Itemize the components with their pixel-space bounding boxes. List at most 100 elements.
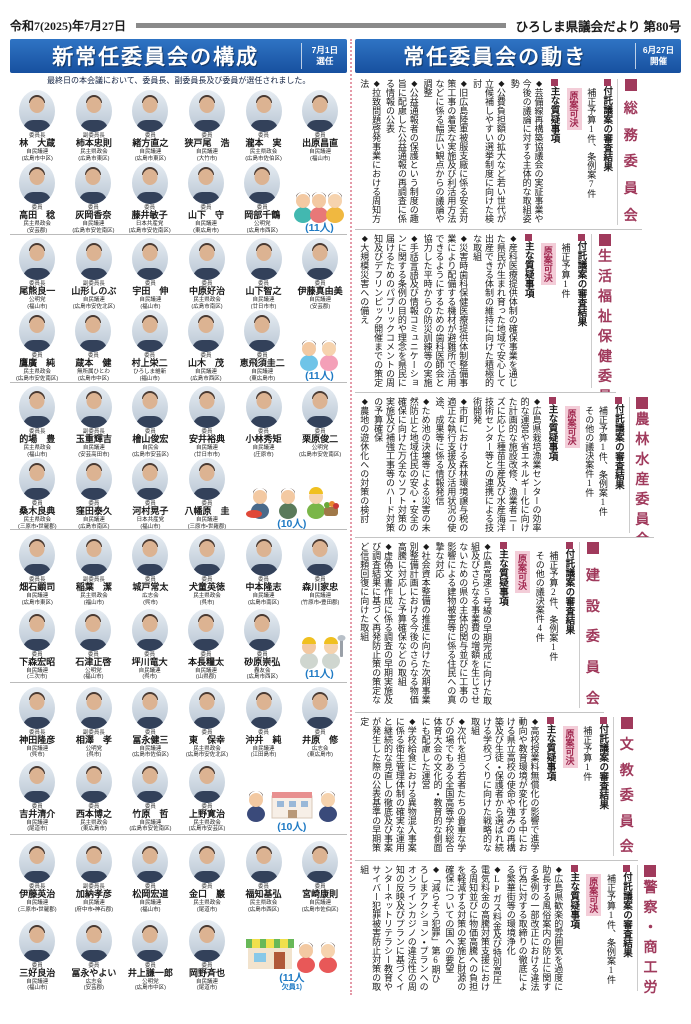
- member-name: 尾熊良一: [19, 286, 56, 297]
- member-head: [86, 926, 102, 943]
- question-item: ◆産科医療提供体制の確保事業を通じた県民が生まれ育った地域で安心して出産できる体…: [470, 234, 518, 388]
- diamond-bullet-icon: ◆: [421, 542, 431, 551]
- member-party: ひろしま維新: [133, 369, 167, 376]
- member-card: 委員 小林秀矩 自民議連 (庄原市): [236, 386, 291, 458]
- question-item: ◆芸備線再構築協議会の実証事業や今後の議論に対する主体的な取組姿勢: [508, 79, 544, 225]
- member-head: [29, 317, 45, 334]
- member-suit: [23, 790, 52, 803]
- member-party: 自民議連: [82, 296, 105, 303]
- member-party: 自民議連: [26, 900, 49, 907]
- member-card: 委員 中原好治 民主県政会 (広島市南区): [180, 238, 235, 310]
- member-photo: [75, 760, 112, 803]
- member-party: 自民議連: [309, 296, 332, 303]
- member-party: 自民議連: [194, 369, 217, 376]
- question-item: ◆広島県栽培漁業センターの効率的な運営や省エネルギー化に向けた計画的な施設改修、…: [470, 397, 541, 533]
- member-head: [312, 393, 328, 409]
- committee-name-title: 総務委員会: [617, 79, 641, 225]
- member-photo: [245, 90, 282, 132]
- member-name: 安井裕典: [188, 434, 225, 445]
- member-head: [142, 169, 158, 186]
- verdict-wrap: 原案可決: [563, 397, 581, 533]
- member-row: 委員長 神田隆彦 自民議連 (呉市) 副委員長 相澤 孝公明党 (呉市) 委員 冨永健三 自民議連…: [10, 686, 347, 759]
- member-card: 委員 蔵本 健無所属ひとわ (広島市中区): [66, 310, 120, 382]
- member-suit: [79, 488, 108, 501]
- member-head: [256, 541, 272, 558]
- member-photo: [245, 386, 282, 428]
- member-role: 副委員長: [82, 133, 105, 139]
- member-party: 自民会: [142, 444, 159, 451]
- member-district: (東広島市): [193, 227, 219, 234]
- member-photo: [132, 919, 169, 962]
- questions-header-label: 主な質疑事項: [497, 549, 509, 606]
- member-role: 委員: [258, 729, 270, 736]
- question-text: 公益通報者の保護という制度の趣旨に配慮した公益通報の再調査に係る情報の公表: [385, 79, 419, 223]
- member-head: [29, 97, 45, 113]
- section-square-icon: [549, 397, 557, 404]
- committee-block: 委員長 尾熊良一 公明党 (福山市) 副委員長 山形しのぶ 自民議連 (広島市安佐北区) 委員宇…: [10, 235, 348, 383]
- committee-name-char: 務: [623, 126, 638, 143]
- committee-block: 委員長林 大蔵 自民議連 (広島市中区) 副委員長 柿本忠則 民主県政会 (広島市東区) 委員…: [10, 87, 348, 235]
- member-role: 委員: [31, 962, 43, 969]
- committee-name-char: 員: [619, 812, 634, 829]
- member-suit: [191, 192, 220, 205]
- member-district: (東広島市): [81, 826, 107, 833]
- question-text: 虚偽文書作成に係る調査の早期実施及び調査結果に基づく再発防止策の策定など信頼回復…: [359, 542, 394, 704]
- question-item: ◆ため池の決壊等による災害の未然防止と地域住民の安心・安全の確保に向けた万全なソ…: [371, 397, 431, 533]
- member-district: (呉市): [143, 599, 158, 606]
- member-role: 副委員長: [82, 729, 105, 736]
- member-head: [29, 848, 45, 865]
- section-square-icon: [603, 79, 611, 86]
- member-name: 神田隆彦: [19, 734, 56, 745]
- member-count: (11人: [279, 971, 305, 984]
- member-head: [86, 245, 102, 261]
- member-suit: [192, 871, 221, 884]
- member-head: [86, 465, 102, 482]
- member-card: 委員 西本博之 民主県政会 (東広島市): [67, 760, 122, 833]
- member-party: 自民議連: [26, 667, 49, 674]
- member-photo: [187, 162, 224, 205]
- committee-name-char: 産: [635, 471, 650, 487]
- member-photo: [131, 310, 168, 353]
- member-head: [142, 693, 158, 710]
- member-district: (東広島市): [249, 375, 276, 382]
- committee-name-char: 察: [643, 899, 658, 915]
- committee-report-band: 農林水産委員会付託議案の審査結果補正予算1件、条例案1件その他の議決案件1件原案…: [355, 393, 654, 538]
- member-role: 委員: [88, 803, 100, 810]
- member-suit: [79, 790, 108, 803]
- member-photo: [188, 458, 225, 501]
- section-square-icon: [547, 717, 555, 724]
- committee-name-char: 委: [635, 491, 650, 507]
- member-name: 瀧本 実: [245, 138, 282, 149]
- member-party: 民主県政会: [80, 819, 108, 826]
- member-card: 委員 上野寛治 民主県政会 (広島市安芸区): [180, 760, 235, 833]
- member-photo: [19, 162, 56, 205]
- member-party: 日本共産党: [135, 221, 164, 228]
- member-role: 委員: [256, 353, 268, 360]
- composition-subtitle: 最終日の本会議において、委員長、副委員長及び委員が選任されました。: [47, 76, 311, 85]
- member-head: [254, 317, 270, 334]
- committee-blocks: 委員長林 大蔵 自民議連 (広島市中区) 副委員長 柿本忠則 民主県政会 (広島市東区) 委員…: [10, 87, 348, 995]
- member-party: 自民議連: [309, 593, 332, 600]
- question-item: ◆虚偽文書作成に係る調査の早期実施及び調査結果に基づく再発防止策の策定など信頼回…: [357, 542, 393, 708]
- member-photo: [19, 458, 56, 501]
- diamond-bullet-icon: ◆: [554, 865, 564, 874]
- questions-header: 主な質疑事項: [543, 717, 557, 856]
- referral-result-line: 補正予算1件、条例案7件: [586, 88, 597, 198]
- member-card: 委員 宇田 伸自民議連 (福山市): [123, 238, 178, 310]
- member-role: 委員長: [29, 133, 46, 139]
- committee-name-title: 建設委員会: [579, 542, 603, 708]
- member-district: (広島市安芸区): [132, 451, 169, 458]
- member-name: 栗原俊二: [302, 434, 339, 445]
- member-district: (広島市安佐南区): [299, 451, 342, 458]
- member-card: 委員 村上栄二 ひろしま維新 (福山市): [123, 310, 177, 382]
- member-head: [198, 169, 214, 186]
- member-name: 松岡宏道: [132, 889, 169, 900]
- verdict-wrap: 原案可決: [513, 542, 531, 708]
- member-card: 委員 中本隆志 自民議連 (広島市南区): [236, 534, 291, 606]
- verdict-badge: 原案可決: [515, 551, 531, 593]
- member-head: [85, 169, 101, 186]
- member-card: 委員長林 大蔵 自民議連 (広島市中区): [10, 90, 65, 162]
- committee-name-char: 林: [635, 431, 650, 447]
- member-photo: [132, 90, 169, 132]
- member-name: 小林秀矩: [245, 434, 282, 445]
